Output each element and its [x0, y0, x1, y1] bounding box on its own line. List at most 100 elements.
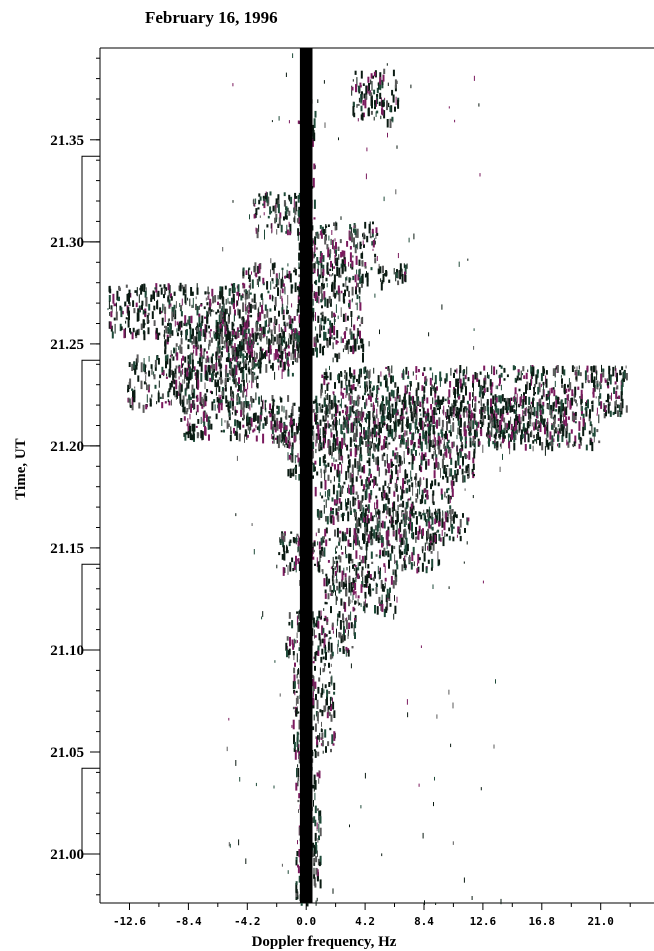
echo-streak — [276, 199, 279, 208]
echo-streak — [500, 395, 503, 399]
echo-streak — [487, 427, 490, 435]
echo-streak — [354, 458, 357, 468]
echo-streak — [459, 414, 462, 420]
echo-streak — [279, 537, 281, 543]
echo-streak — [566, 423, 569, 431]
echo-streak — [335, 253, 337, 257]
echo-streak — [396, 477, 399, 481]
echo-streak — [392, 94, 395, 103]
echo-streak — [498, 383, 501, 387]
echo-streak — [443, 405, 445, 416]
echo-streak — [408, 516, 410, 521]
echo-streak — [296, 425, 299, 435]
echo-streak — [254, 357, 257, 360]
echo-streak — [288, 435, 291, 441]
echo-streak — [539, 422, 542, 432]
echo-streak — [540, 383, 542, 388]
echo-streak — [333, 337, 336, 340]
echo-streak — [254, 376, 256, 381]
echo-streak — [323, 430, 326, 434]
echo-streak — [324, 331, 327, 341]
echo-streak — [379, 514, 381, 523]
echo-streak — [349, 543, 352, 547]
echo-streak — [364, 375, 367, 380]
echo-streak — [297, 295, 300, 303]
echo-streak — [459, 365, 462, 374]
echo-streak — [269, 294, 272, 300]
echo-streak — [560, 399, 563, 409]
echo-streak — [240, 409, 243, 417]
echo-streak — [349, 449, 352, 452]
echo-streak — [427, 512, 429, 518]
echo-streak — [335, 547, 336, 554]
echo-streak — [335, 556, 338, 560]
echo-streak — [464, 528, 466, 533]
echo-streak — [508, 435, 510, 446]
echo-streak — [266, 200, 269, 203]
echo-streak — [186, 423, 189, 427]
echo-streak — [338, 352, 341, 359]
echo-streak — [320, 395, 322, 399]
echo-streak — [436, 440, 438, 446]
echo-streak — [219, 400, 222, 404]
echo-streak — [455, 413, 457, 416]
echo-streak — [517, 418, 518, 426]
echo-streak — [277, 438, 280, 449]
echo-streak — [438, 520, 441, 527]
echo-streak — [347, 498, 350, 505]
echo-streak — [514, 434, 517, 441]
echo-streak — [169, 382, 172, 390]
echo-streak — [579, 436, 582, 443]
echo-streak — [381, 454, 384, 461]
echo-streak — [210, 356, 213, 363]
echo-streak — [351, 405, 354, 413]
echo-streak — [329, 298, 332, 307]
echo-streak — [561, 420, 564, 424]
echo-streak — [396, 452, 399, 458]
echo-streak — [233, 364, 236, 374]
echo-streak — [287, 369, 290, 377]
echo-streak — [370, 527, 373, 530]
echo-streak — [256, 375, 259, 380]
echo-streak — [357, 528, 360, 534]
echo-streak — [471, 468, 474, 475]
echo-streak — [559, 414, 562, 424]
echo-streak — [255, 435, 258, 442]
echo-streak — [549, 395, 550, 405]
echo-streak — [292, 332, 295, 342]
echo-streak — [236, 394, 239, 401]
echo-streak — [446, 513, 449, 517]
echo-streak — [509, 403, 512, 413]
echo-streak — [356, 528, 358, 536]
echo-streak — [256, 321, 259, 325]
echo-streak — [547, 442, 550, 450]
echo-streak — [435, 510, 438, 514]
echo-streak — [403, 548, 406, 555]
echo-streak — [369, 381, 372, 384]
echo-streak — [614, 406, 617, 414]
echo-streak — [277, 344, 280, 352]
echo-streak — [551, 443, 554, 452]
echo-streak — [320, 442, 323, 447]
echo-streak — [215, 387, 217, 396]
echo-streak — [420, 514, 423, 520]
echo-streak — [341, 486, 344, 494]
echo-streak — [394, 482, 397, 489]
echo-streak — [482, 444, 484, 453]
echo-streak — [385, 441, 388, 445]
echo-streak — [405, 424, 407, 427]
echo-streak — [360, 427, 362, 430]
echo-streak — [226, 340, 229, 347]
echo-streak — [410, 449, 413, 456]
echo-streak — [128, 289, 131, 298]
echo-streak — [192, 328, 194, 337]
echo-streak — [230, 361, 233, 364]
echo-streak — [462, 513, 464, 518]
echo-streak — [425, 378, 428, 382]
echo-streak — [501, 413, 504, 422]
echo-streak — [278, 272, 280, 280]
echo-streak — [292, 344, 295, 354]
echo-streak — [236, 401, 239, 405]
echo-streak — [279, 212, 282, 219]
echo-streak — [387, 412, 390, 421]
